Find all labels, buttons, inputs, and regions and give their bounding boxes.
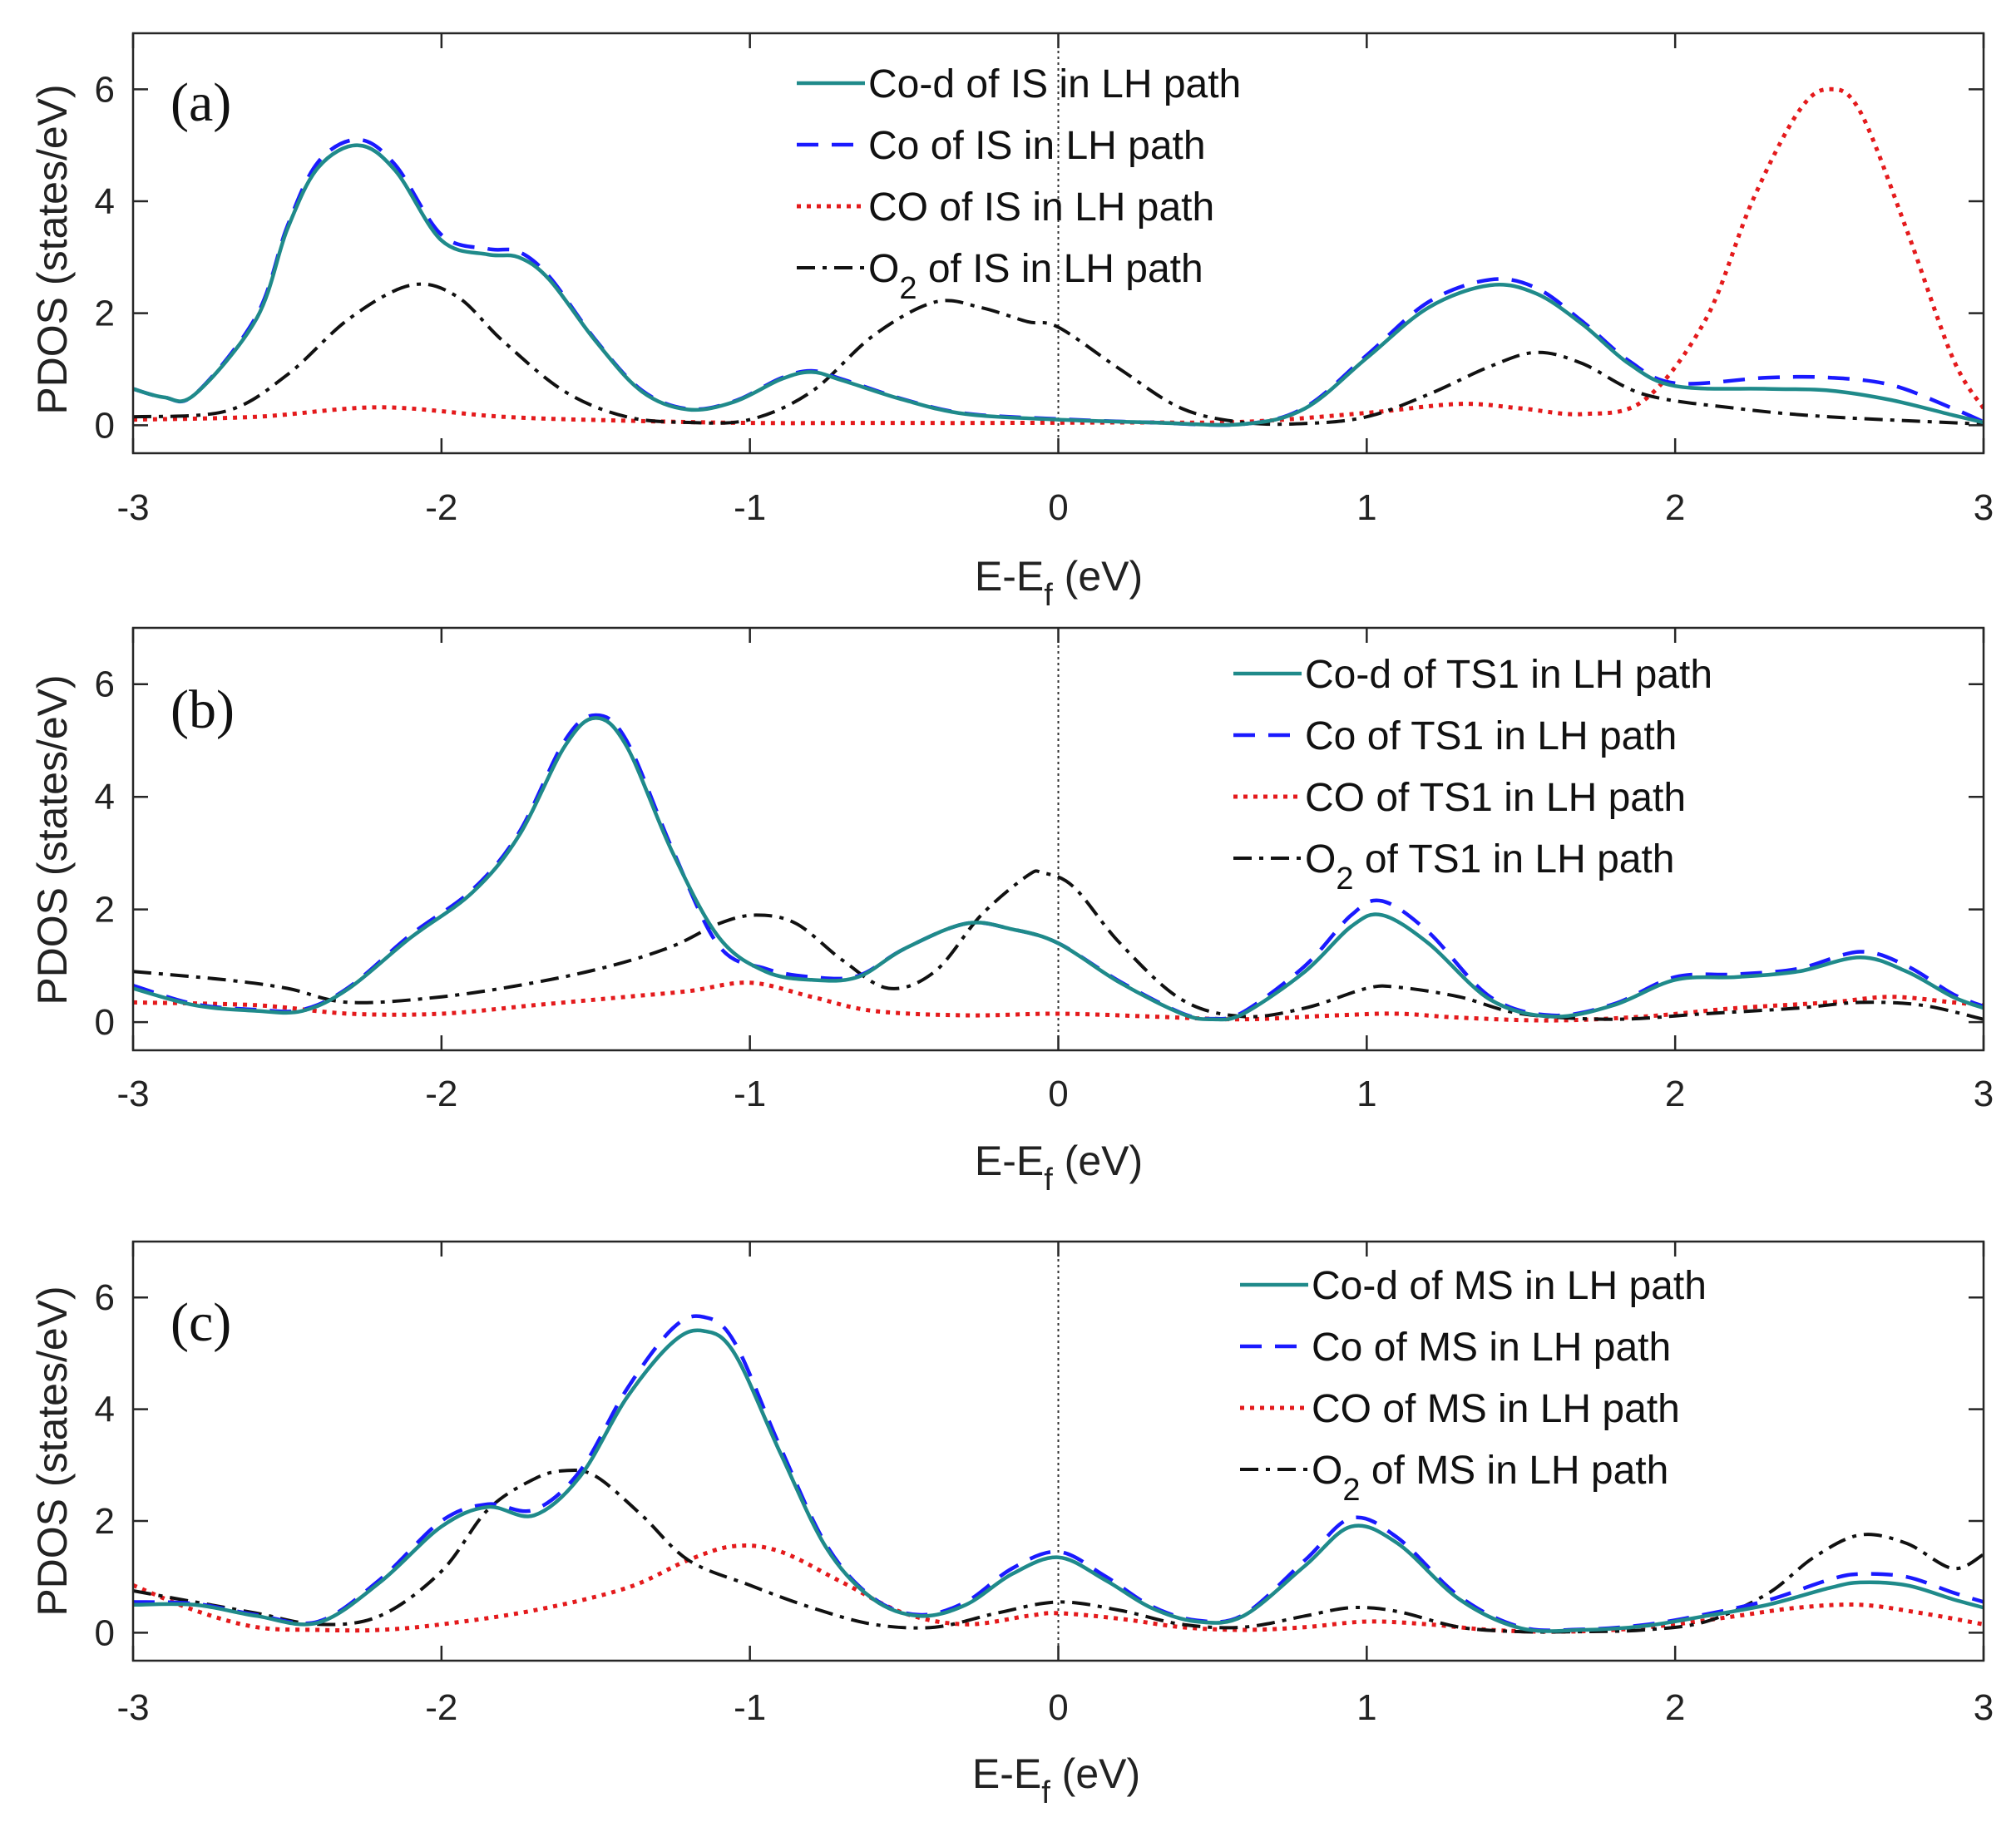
panel-b: (b) PDOS (states/eV) E-Ef (eV) -3 -2 -1 0 1 2… — [29, 626, 1994, 1197]
legend-item: Co of IS in LH path — [797, 124, 1206, 168]
y-tick-label: 2 — [95, 1501, 115, 1542]
y-tick-label: 2 — [95, 890, 115, 931]
x-tick-label: 0 — [1048, 1687, 1068, 1728]
legend-item: Co of MS in LH path — [1240, 1326, 1671, 1370]
series-co-dashed-line — [133, 1314, 1984, 1632]
legend-item: Co-d of TS1 in LH path — [1233, 653, 1712, 697]
x-tick-label: 2 — [1665, 1074, 1685, 1114]
panel-a: (a) PDOS (states/eV) E-Ef (eV) -3 -2 -1 0 1 2… — [29, 32, 1994, 613]
legend-label: O2 of MS in LH path — [1312, 1449, 1668, 1508]
panel-c: (c) PDOS (states/eV) E-Ef (eV) -3 -2 -1 0 1 2… — [29, 1240, 1994, 1810]
panel-c-label: (c) — [170, 1292, 231, 1353]
series-co_d-solid-line — [133, 1328, 1984, 1633]
y-tick-label: 6 — [95, 1277, 115, 1318]
legend-item: Co-d of IS in LH path — [797, 62, 1241, 106]
series-o2-dashdot-line — [133, 1469, 1984, 1634]
y-tick-label: 6 — [95, 69, 115, 110]
legend-label: CO of MS in LH path — [1312, 1387, 1680, 1431]
x-tick-label: 0 — [1048, 487, 1068, 528]
series-co_d-solid-line — [133, 143, 1984, 427]
x-tick-label: -2 — [425, 487, 457, 528]
x-tick-label: -3 — [116, 1074, 149, 1114]
x-tick-label: 1 — [1356, 1074, 1376, 1114]
panel-b-xlabel: E-Ef (eV) — [975, 1138, 1143, 1197]
series-co_d-solid-line — [133, 716, 1984, 1022]
y-tick-label: 4 — [95, 1390, 115, 1430]
y-tick-label: 6 — [95, 664, 115, 705]
y-tick-label: 4 — [95, 181, 115, 222]
panel-c-plot-area — [133, 1314, 1984, 1634]
panel-b-plot-area — [133, 713, 1984, 1023]
series-o2-dashdot-line — [133, 282, 1984, 427]
legend-label: Co-d of MS in LH path — [1312, 1264, 1707, 1308]
y-tick-label: 2 — [95, 294, 115, 334]
panel-b-legend: Co-d of TS1 in LH path Co of TS1 in LH pa… — [1233, 653, 1712, 896]
x-tick-label: 2 — [1665, 1687, 1685, 1728]
x-tick-label: 3 — [1974, 487, 1994, 528]
y-tick-label: 0 — [95, 1002, 115, 1043]
panel-a-ylabel: PDOS (states/eV) — [29, 84, 76, 414]
series-co-dotted-line — [133, 86, 1984, 426]
panel-c-ylabel: PDOS (states/eV) — [29, 1286, 76, 1616]
legend-label: CO of IS in LH path — [868, 185, 1214, 230]
legend-item: O2 of MS in LH path — [1240, 1449, 1668, 1508]
legend-item: CO of TS1 in LH path — [1233, 776, 1686, 820]
panel-a-xlabel: E-Ef (eV) — [975, 553, 1143, 613]
x-tick-label: 0 — [1048, 1074, 1068, 1114]
x-tick-label: -2 — [425, 1074, 457, 1114]
legend-label: O2 of IS in LH path — [868, 247, 1203, 306]
y-tick-label: 4 — [95, 777, 115, 817]
legend-label: Co of IS in LH path — [868, 124, 1206, 168]
panel-c-xlabel: E-Ef (eV) — [972, 1750, 1140, 1810]
panel-a-plot-area — [133, 86, 1984, 427]
series-o2-dashdot-line — [133, 869, 1984, 1021]
legend-label: Co-d of IS in LH path — [868, 62, 1241, 106]
y-tick-label: 0 — [95, 1612, 115, 1653]
y-tick-label: 0 — [95, 405, 115, 446]
legend-label: Co-d of TS1 in LH path — [1305, 653, 1712, 697]
x-tick-label: -1 — [734, 487, 766, 528]
x-tick-label: -3 — [116, 1687, 149, 1728]
panel-a-legend: Co-d of IS in LH path Co of IS in LH path… — [797, 62, 1241, 306]
x-tick-label: 1 — [1356, 1687, 1376, 1728]
panel-b-ylabel: PDOS (states/eV) — [29, 674, 76, 1005]
legend-item: Co-d of MS in LH path — [1240, 1264, 1707, 1308]
legend-item: CO of MS in LH path — [1240, 1387, 1680, 1431]
legend-label: O2 of TS1 in LH path — [1305, 837, 1675, 896]
panel-b-label: (b) — [170, 679, 235, 740]
legend-item: O2 of TS1 in LH path — [1233, 837, 1675, 896]
x-tick-label: 1 — [1356, 487, 1376, 528]
legend-item: Co of TS1 in LH path — [1233, 714, 1677, 758]
series-co-dotted-line — [133, 980, 1984, 1023]
panel-c-legend: Co-d of MS in LH path Co of MS in LH path… — [1240, 1264, 1707, 1508]
panel-a-label: (a) — [170, 72, 231, 133]
x-tick-label: 3 — [1974, 1074, 1994, 1114]
legend-label: Co of TS1 in LH path — [1305, 714, 1677, 758]
legend-item: O2 of IS in LH path — [797, 247, 1203, 306]
legend-label: CO of TS1 in LH path — [1305, 776, 1686, 820]
x-tick-label: -2 — [425, 1687, 457, 1728]
legend-item: CO of IS in LH path — [797, 185, 1214, 230]
x-tick-label: -3 — [116, 487, 149, 528]
x-tick-label: -1 — [734, 1687, 766, 1728]
legend-label: Co of MS in LH path — [1312, 1326, 1671, 1370]
x-tick-label: 2 — [1665, 487, 1685, 528]
x-tick-label: 3 — [1974, 1687, 1994, 1728]
x-tick-label: -1 — [734, 1074, 766, 1114]
